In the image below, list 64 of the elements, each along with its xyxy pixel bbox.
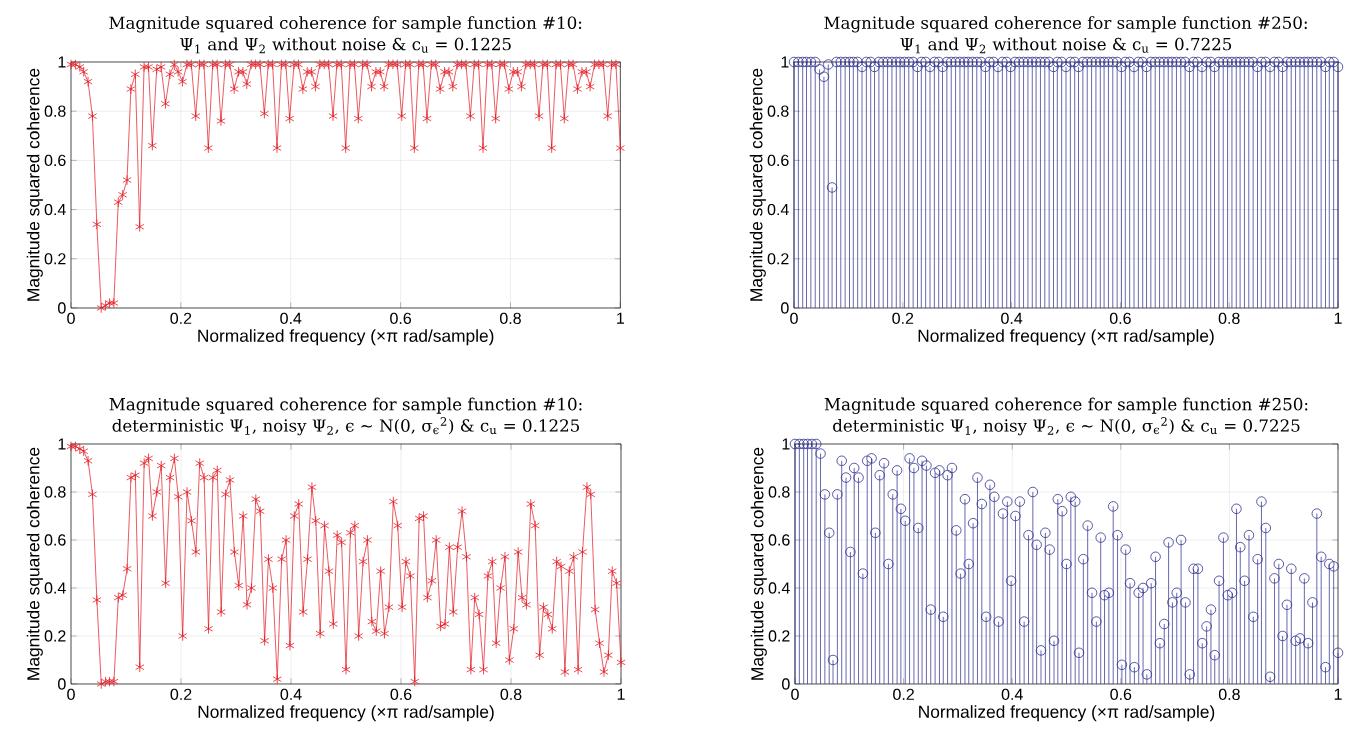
y-tick-label: 0 (58, 302, 66, 314)
y-tick-label: 0.8 (44, 105, 66, 117)
x-tick-label: 0.6 (390, 312, 412, 325)
x-tick-label: 1 (617, 312, 625, 324)
x-tick-label: 0.8 (500, 688, 522, 701)
chart-subtitle: Ψ$_{1}$ and Ψ$_{2}$ without noise & c$_{u}$ = 0.1225 (180, 37, 511, 54)
x-axis-title: Normalized frequency (×π rad/sample) (919, 705, 1215, 722)
y-tick-label: 0.8 (767, 105, 789, 117)
x-tick-label: 0 (67, 312, 75, 325)
x-tick-label: 0.4 (1001, 312, 1023, 325)
chart-title: Magnitude squared coherence for sample function #10: (109, 397, 582, 414)
x-tick-label: 0.6 (1110, 688, 1132, 701)
x-axis-title: Normalized frequency (×π rad/sample) (918, 329, 1214, 346)
x-tick-label: 0.8 (1218, 312, 1240, 325)
y-tick-label: 1 (58, 56, 66, 68)
x-axis-title: Normalized frequency (×π rad/sample) (198, 329, 494, 346)
x-tick-label: 0 (67, 688, 75, 701)
x-tick-label: 0.4 (280, 312, 302, 325)
x-tick-label: 0.8 (499, 312, 521, 325)
x-tick-label: 0.2 (893, 688, 914, 701)
chart-title: Magnitude squared coherence for sample function #250: (824, 397, 1308, 414)
chart-title: Magnitude squared coherence for sample function #10: (109, 16, 582, 33)
y-tick-label: 0.6 (44, 154, 66, 167)
chart-subtitle: Ψ$_{1}$ and Ψ$_{2}$ without noise & c$_{u}$ = 0.7225 (900, 37, 1232, 54)
y-tick-label: 0 (781, 302, 789, 314)
x-tick-label: 0 (791, 688, 799, 701)
x-tick-label: 0.4 (280, 688, 302, 701)
x-tick-label: 0 (790, 312, 798, 325)
y-tick-label: 1 (58, 438, 66, 450)
text: deterministic Ψ$_{1}$, noisy Ψ$_{2}$, ϵ ∼ N(0, σ$_{ϵ}$$^{2}$) & c$_{u}$ = 0.1225 (112, 417, 580, 436)
y-axis-title: Magnitude squared coherence (26, 447, 43, 680)
y-tick-label: 0.2 (44, 253, 66, 265)
x-tick-label: 1 (1334, 312, 1342, 324)
y-tick-label: 0.4 (767, 203, 789, 216)
chart-title: Magnitude squared coherence for sample function #250: (824, 16, 1307, 33)
x-tick-label: 0.4 (1001, 688, 1023, 701)
y-tick-label: 0.4 (44, 582, 66, 594)
y-axis-title: Magnitude squared coherence (26, 68, 43, 301)
x-tick-label: 0.8 (1218, 688, 1240, 701)
x-tick-label: 0.2 (170, 312, 192, 325)
y-tick-label: 1 (782, 438, 790, 450)
y-tick-label: 0.2 (768, 630, 790, 642)
y-tick-label: 0.8 (44, 486, 66, 498)
y-tick-label: 0.6 (768, 534, 790, 546)
y-tick-label: 0.6 (767, 154, 789, 167)
y-tick-label: 0.2 (767, 253, 789, 265)
y-axis-title: Magnitude squared coherence (750, 447, 767, 680)
y-tick-label: 0.8 (768, 486, 790, 498)
x-tick-label: 1 (1334, 688, 1342, 700)
x-tick-label: 0.6 (1109, 312, 1131, 325)
y-tick-label: 0.2 (44, 630, 66, 642)
y-tick-label: 1 (781, 56, 789, 68)
text: deterministic Ψ$_{1}$, noisy Ψ$_{2}$, ϵ ∼ N(0, σ$_{ϵ}$$^{2}$) & c$_{u}$ = 0.7225 (833, 417, 1300, 436)
x-tick-label: 0.2 (170, 688, 192, 701)
y-tick-label: 0.4 (44, 203, 66, 216)
y-tick-label: 0.6 (44, 534, 66, 546)
x-tick-label: 0.6 (390, 688, 412, 701)
y-tick-label: 0.4 (768, 582, 790, 594)
x-tick-label: 0.2 (892, 312, 914, 325)
x-tick-label: 1 (617, 688, 625, 700)
y-tick-label: 0 (782, 678, 790, 690)
x-axis-title: Normalized frequency (×π rad/sample) (198, 705, 494, 722)
y-axis-title: Magnitude squared coherence (749, 68, 766, 301)
y-tick-label: 0 (58, 678, 66, 690)
